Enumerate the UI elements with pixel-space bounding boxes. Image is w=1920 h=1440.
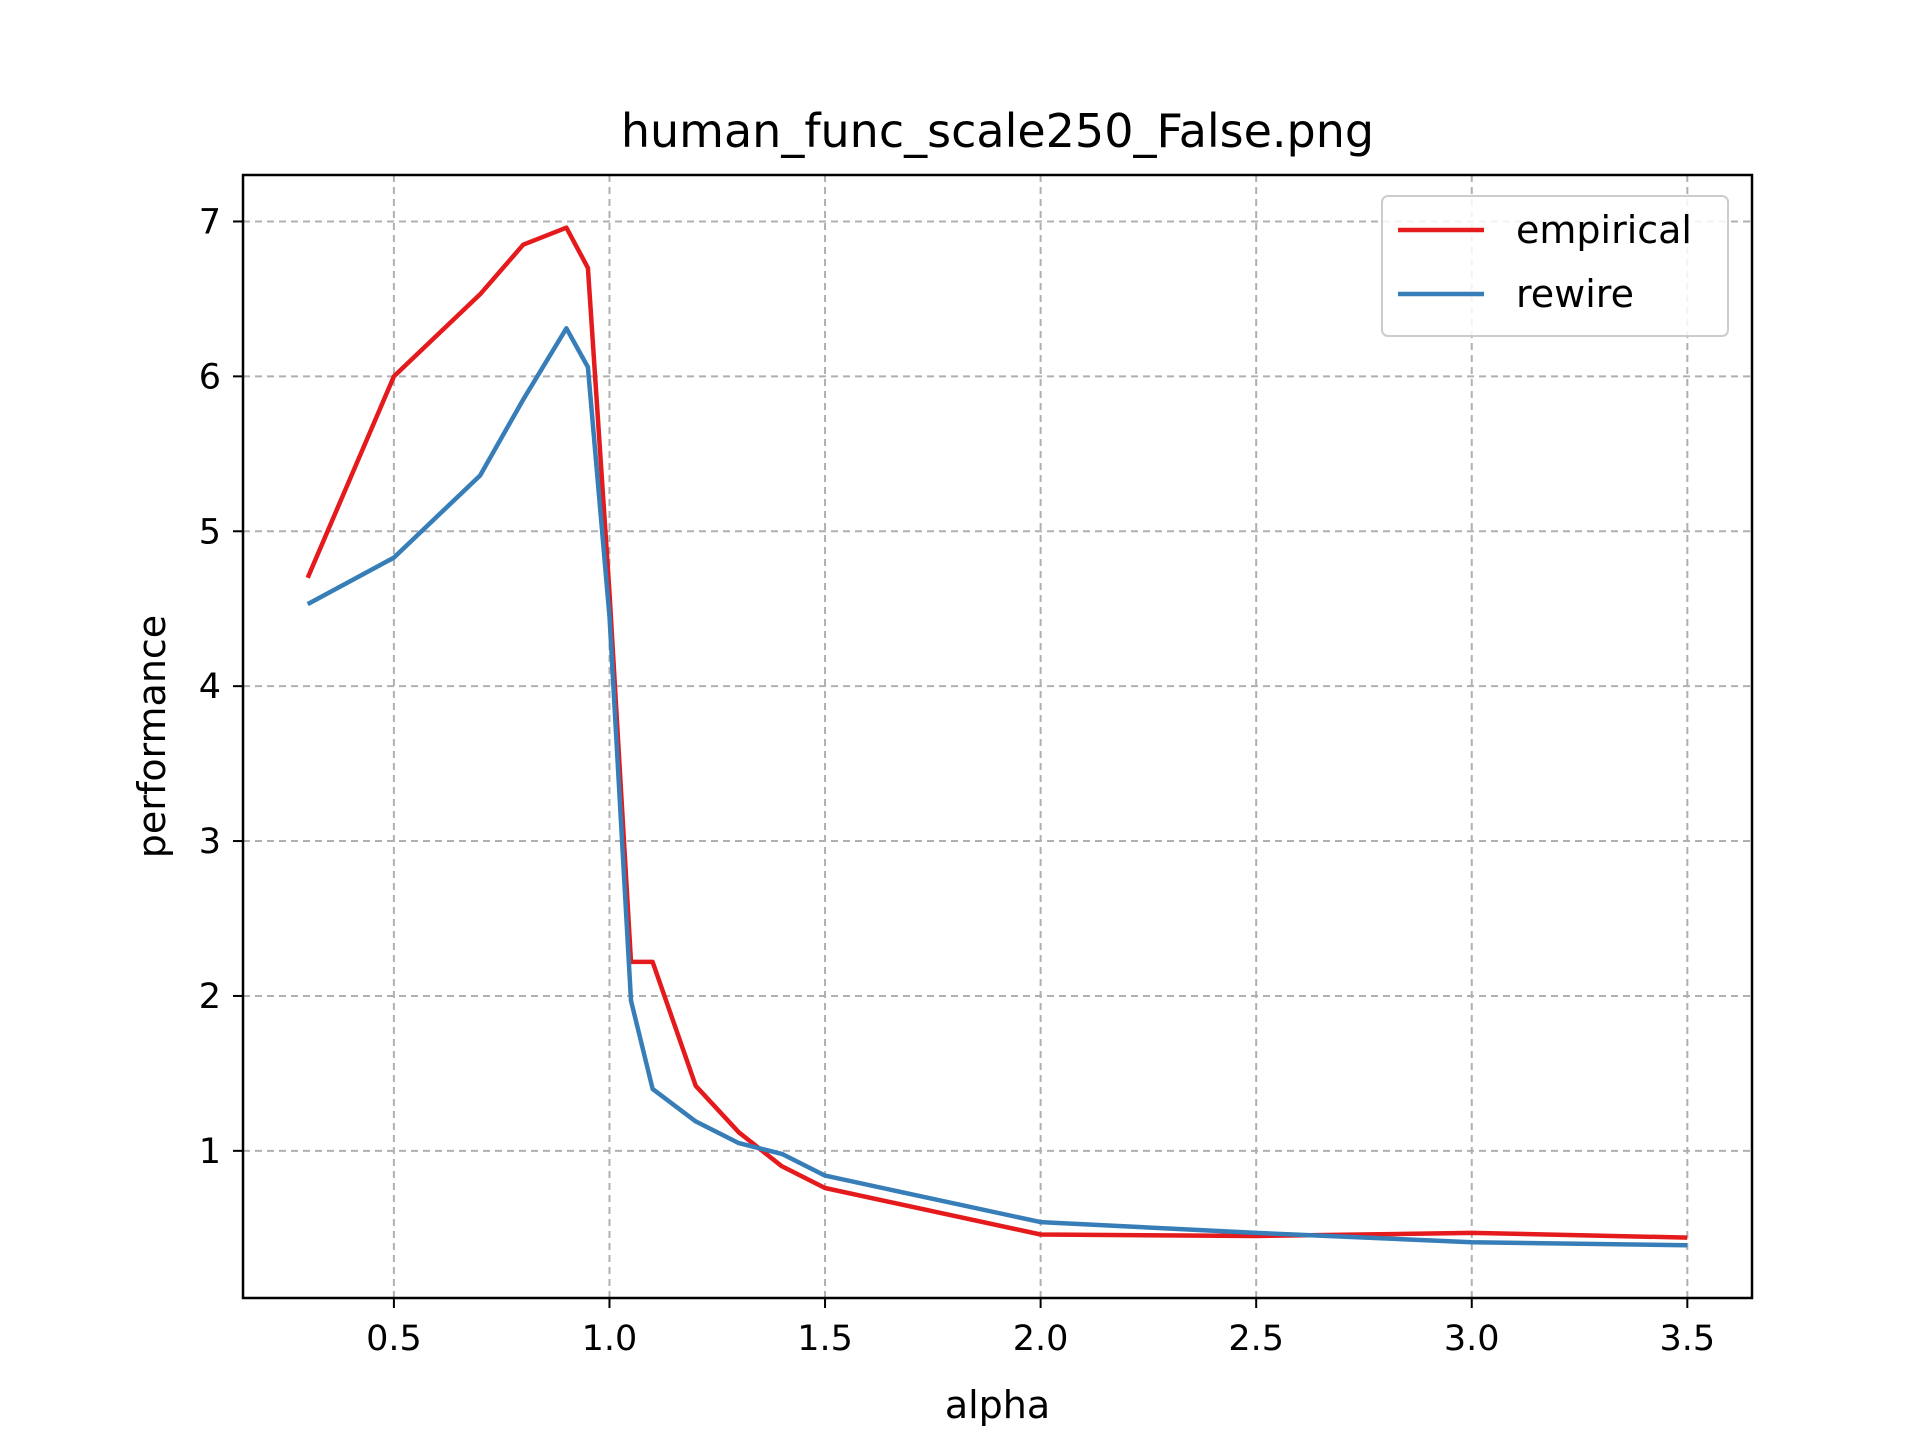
- x-tick-label: 1.0: [582, 1319, 638, 1359]
- x-tick-label: 3.5: [1659, 1319, 1715, 1359]
- plot-frame: [241, 173, 1754, 1300]
- y-tick-label: 7: [199, 202, 221, 242]
- legend: empirical rewire: [1381, 195, 1729, 337]
- legend-label-empirical: empirical: [1516, 208, 1692, 252]
- x-tick-label: 3.0: [1444, 1319, 1500, 1359]
- x-tick-label: 2.5: [1228, 1319, 1284, 1359]
- series-line-rewire: [306, 326, 1688, 1248]
- x-tick-label: 0.5: [366, 1319, 422, 1359]
- y-tick-label: 3: [199, 822, 221, 862]
- legend-label-rewire: rewire: [1516, 272, 1634, 316]
- y-tick-label: 6: [199, 357, 221, 397]
- y-tick-label: 1: [199, 1132, 221, 1172]
- series-layer: [305, 225, 1688, 1248]
- y-axis-title: performance: [130, 615, 174, 858]
- series-line-empirical: [305, 225, 1688, 1240]
- x-tick-label: 2.0: [1013, 1319, 1069, 1359]
- axis-ticks: 0.5 1.0 1.5 2.0 2.5 3.0 3.5 1 2 3 4 5 6 7: [199, 202, 1715, 1359]
- x-axis-title: alpha: [945, 1383, 1050, 1427]
- y-tick-label: 5: [199, 512, 221, 552]
- y-tick-label: 4: [199, 667, 221, 707]
- chart-title: human_func_scale250_False.png: [621, 104, 1374, 158]
- x-tick-label: 1.5: [797, 1319, 853, 1359]
- y-tick-label: 2: [199, 977, 221, 1017]
